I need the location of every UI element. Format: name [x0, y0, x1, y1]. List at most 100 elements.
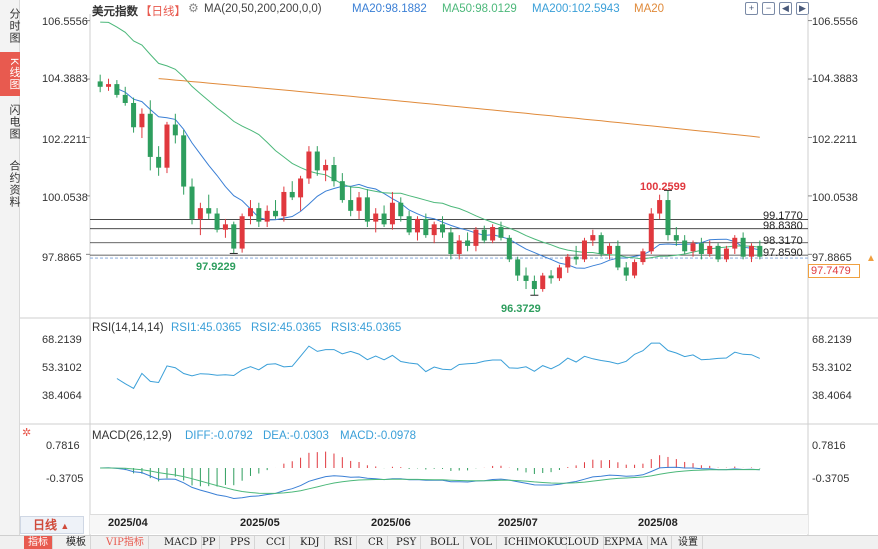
- level-label-2: 98.3170: [763, 235, 803, 247]
- candle-body: [247, 208, 253, 217]
- tab-pp[interactable]: PP: [198, 536, 221, 549]
- price-axis-right-3: 100.0538: [812, 192, 858, 204]
- candle-body: [531, 280, 537, 290]
- tab-cloud[interactable]: CLOUD: [556, 536, 604, 549]
- indicator-tabs: 指标 模板 VIP指标 MACD PP PPS CCI KDJ RSI CR P…: [0, 535, 878, 549]
- tab-macd[interactable]: MACD: [160, 536, 203, 549]
- candle-body: [298, 178, 304, 198]
- add-icon[interactable]: +: [745, 2, 758, 15]
- macd-axis-left-0: 0.7816: [46, 440, 80, 452]
- candle-body: [573, 256, 579, 260]
- candle-body: [331, 165, 337, 182]
- left-icon[interactable]: ◀: [779, 2, 792, 15]
- candle-body: [465, 240, 471, 246]
- price-axis-left-0: 106.5556: [42, 16, 88, 28]
- tab-rsi[interactable]: RSI: [330, 536, 358, 549]
- candle-body: [231, 224, 237, 249]
- candle-body: [273, 210, 279, 217]
- tab-flash[interactable]: 闪电图: [8, 104, 20, 140]
- candle-body: [665, 200, 671, 236]
- candle-body: [523, 275, 529, 281]
- macd-label: MACD(26,12,9): [92, 430, 172, 442]
- tab-cci[interactable]: CCI: [262, 536, 291, 549]
- level-label-3: 97.8590: [763, 247, 803, 259]
- ma50-value: MA50:98.0129: [442, 3, 517, 15]
- ma200-value: MA200:102.5943: [532, 3, 620, 15]
- candle-body: [540, 275, 546, 290]
- candle-body: [414, 218, 420, 233]
- rsi2-value: RSI2:45.0365: [251, 322, 322, 334]
- rsi-axis-left-1: 53.3102: [42, 362, 82, 374]
- candle-body: [598, 235, 604, 254]
- tab-vol[interactable]: VOL: [466, 536, 497, 549]
- tab-indicators[interactable]: 指标: [24, 536, 53, 549]
- tab-contract-info[interactable]: 合约资料: [8, 160, 20, 208]
- right-icon[interactable]: ▶: [796, 2, 809, 15]
- candle-body: [181, 135, 187, 187]
- rsi-label: RSI(14,14,14): [92, 322, 164, 334]
- ma200-line: [158, 78, 760, 138]
- candle-body: [131, 102, 137, 128]
- tab-cr[interactable]: CR: [364, 536, 389, 549]
- macd-settings-icon[interactable]: ✲: [22, 427, 32, 439]
- candle-body: [348, 200, 354, 211]
- candle-body: [189, 186, 195, 219]
- rsi3-value: RSI3:45.0365: [331, 322, 402, 334]
- price-alert-icon[interactable]: ▲: [866, 253, 876, 264]
- candle-body: [623, 267, 629, 276]
- period-label: 【日线】: [140, 6, 186, 18]
- candle-body: [648, 213, 654, 252]
- macd-axis-right-0: 0.7816: [812, 440, 846, 452]
- candle-body: [498, 227, 504, 238]
- candle-body: [690, 243, 696, 252]
- candle-body: [431, 224, 437, 236]
- price-axis-left-3: 100.0538: [42, 192, 88, 204]
- rsi-axis-right-2: 38.4064: [812, 390, 852, 402]
- candle-body: [698, 243, 704, 254]
- candle-body: [406, 216, 412, 233]
- candle-body: [339, 181, 345, 201]
- rsi1-value: RSI1:45.0365: [171, 322, 242, 334]
- price-axis-left-1: 104.3883: [42, 73, 88, 85]
- candle-body: [256, 208, 262, 222]
- high-annotation: 100.2599: [640, 181, 686, 193]
- candle-body: [673, 235, 679, 241]
- minus-icon[interactable]: −: [762, 2, 775, 15]
- ma50-line: [100, 21, 760, 260]
- candle-body: [206, 208, 212, 214]
- rsi-line: [116, 342, 761, 390]
- candle-body: [172, 124, 178, 136]
- tab-psy[interactable]: PSY: [392, 536, 422, 549]
- period-select-button[interactable]: 日线 ▲: [20, 516, 84, 534]
- candle-body: [156, 156, 162, 168]
- candle-body: [723, 248, 729, 260]
- date-axis: [90, 514, 808, 534]
- tab-ichimoku[interactable]: ICHIMOKU: [500, 536, 568, 549]
- candle-body: [707, 245, 713, 254]
- macd-axis-right-1: -0.3705: [812, 473, 850, 485]
- ma20-line: [116, 88, 760, 269]
- candle-body: [214, 213, 220, 230]
- candle-body: [440, 224, 446, 233]
- candle-body: [456, 240, 462, 254]
- date-label-1: 2025/05: [240, 517, 280, 529]
- tab-timeshare[interactable]: 分时图: [8, 8, 20, 44]
- candle-body: [490, 227, 496, 241]
- tab-expma[interactable]: EXPMA: [600, 536, 648, 549]
- tab-boll[interactable]: BOLL: [426, 536, 465, 549]
- tab-kdj[interactable]: KDJ: [296, 536, 325, 549]
- candle-body: [506, 237, 512, 260]
- date-label-4: 2025/08: [638, 517, 678, 529]
- tab-kline[interactable]: K线图: [0, 52, 20, 96]
- candle-body: [515, 259, 521, 276]
- tab-settings[interactable]: 设置: [674, 536, 703, 549]
- rsi-axis-left-0: 68.2139: [42, 334, 82, 346]
- tab-vip-indicators[interactable]: VIP指标: [102, 536, 149, 549]
- candle-body: [364, 197, 370, 222]
- level-label-1: 98.8380: [763, 220, 803, 232]
- candle-body: [164, 124, 170, 168]
- tab-template[interactable]: 模板: [62, 536, 91, 549]
- settings-icon[interactable]: ⚙: [188, 1, 199, 15]
- tab-ma[interactable]: MA: [646, 536, 673, 549]
- tab-pps[interactable]: PPS: [226, 536, 256, 549]
